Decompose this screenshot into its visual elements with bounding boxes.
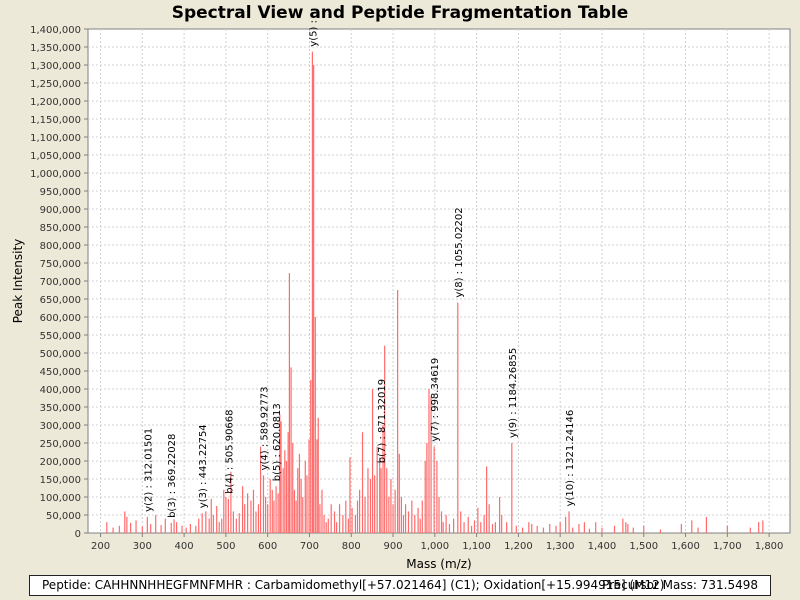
y-tick-label: 800,000 [40,241,81,252]
peaks [106,51,764,533]
y-tick-label: 200,000 [40,457,81,468]
precursor-mass-label: Precursor Mass: 731.5498 [602,578,758,592]
y-tick-label: 0 [75,529,81,540]
x-axis-label: Mass (m/z) [406,557,471,571]
fragment-label: y(7) : 998.34619 [430,358,441,442]
x-tick-label: 1,700 [713,541,742,552]
y-tick-label: 1,400,000 [30,25,81,36]
x-tick-label: 1,100 [462,541,491,552]
y-tick-label: 1,100,000 [30,133,81,144]
x-tick-label: 1,300 [546,541,575,552]
fragment-label: y(10) : 1321.24146 [565,410,576,507]
y-tick-label: 750,000 [40,259,81,270]
fragment-label: y(4) : 589.92773 [259,387,270,471]
x-tick-label: 900 [383,541,402,552]
x-tick-label: 200 [91,541,110,552]
x-axis: 200 300 400 500 600 700 800 900 1,000 1,100 1,200 1… [91,533,783,552]
y-axis-label: Peak Intensity [11,239,25,324]
fragment-label: b(3) : 369.22028 [167,434,178,518]
y-tick-label: 1,050,000 [30,151,81,162]
x-tick-label: 1,600 [671,541,700,552]
fragment-label: b(4) : 505.90668 [224,409,235,493]
chart-title: Spectral View and Peptide Fragmentation … [171,3,629,23]
fragment-label: b(7) : 871.32019 [377,379,388,463]
y-tick-label: 1,350,000 [30,43,81,54]
peptide-info-bar: Peptide: CAHHNNHHEGFMNFMHR : Carbamidome… [29,575,771,596]
fragment-label: y(5) : [308,20,319,47]
fragment-label: y(8) : 1055.02202 [454,207,465,297]
y-tick-label: 1,250,000 [30,79,81,90]
x-tick-label: 1,800 [755,541,784,552]
peptide-label: Peptide: CAHHNNHHEGFMNFMHR : Carbamidome… [42,578,665,592]
fragment-label: b(5) : 620.0813 [272,403,283,481]
y-tick-label: 650,000 [40,295,81,306]
y-tick-label: 850,000 [40,223,81,234]
x-tick-label: 400 [175,541,194,552]
y-tick-label: 400,000 [40,385,81,396]
fragment-label: y(9) : 1184.26855 [508,348,519,438]
y-tick-label: 50,000 [46,511,81,522]
y-tick-label: 1,150,000 [30,115,81,126]
y-tick-label: 600,000 [40,313,81,324]
x-tick-label: 1,200 [504,541,533,552]
y-tick-label: 100,000 [40,493,81,504]
y-tick-label: 900,000 [40,205,81,216]
x-tick-label: 1,400 [588,541,617,552]
y-tick-label: 150,000 [40,475,81,486]
y-tick-label: 1,000,000 [30,169,81,180]
grid-lines [88,29,790,533]
fragment-label: y(3) : 443.22754 [198,424,209,508]
y-tick-label: 500,000 [40,349,81,360]
y-tick-label: 350,000 [40,403,81,414]
x-tick-label: 300 [133,541,152,552]
y-tick-label: 1,300,000 [30,61,81,72]
y-tick-label: 300,000 [40,421,81,432]
x-tick-label: 500 [216,541,235,552]
x-tick-label: 800 [342,541,361,552]
y-tick-label: 450,000 [40,367,81,378]
x-tick-label: 600 [258,541,277,552]
x-tick-label: 700 [300,541,319,552]
y-tick-label: 950,000 [40,187,81,198]
y-tick-label: 250,000 [40,439,81,450]
fragment-label: y(2) : 312.01501 [143,428,154,512]
x-tick-label: 1,500 [629,541,658,552]
y-tick-label: 700,000 [40,277,81,288]
fragment-annotations: y(2) : 312.01501 b(3) : 369.22028 y(3) : 4… [143,20,576,518]
y-tick-label: 1,200,000 [30,97,81,108]
y-tick-label: 550,000 [40,331,81,342]
y-axis: 0 50,000 100,000 150,000 200,000 250,000 300,0… [30,25,88,540]
x-tick-label: 1,000 [421,541,450,552]
